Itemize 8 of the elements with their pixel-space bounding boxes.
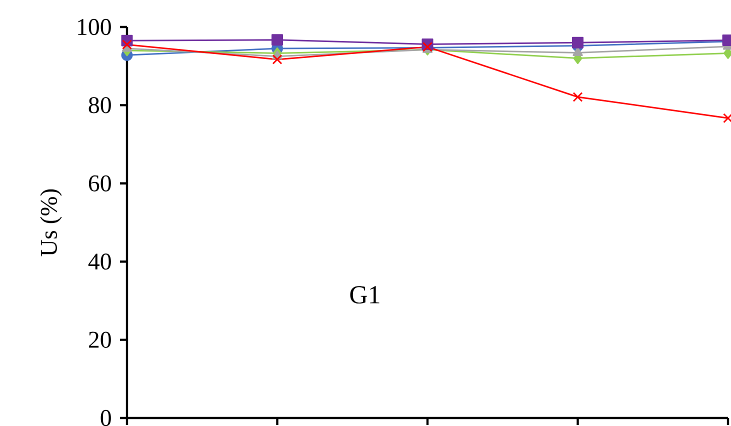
- y-tick-label: 100: [78, 18, 111, 36]
- y-axis-title: Us (%): [40, 189, 62, 256]
- y-tick-label: 40: [88, 254, 111, 270]
- y-tick-label: 0: [100, 410, 111, 426]
- y-tick-label: 80: [88, 97, 111, 114]
- y-tick-label: 20: [88, 332, 111, 348]
- y-tick-label: 60: [88, 175, 111, 192]
- annotation: G1: [350, 286, 380, 304]
